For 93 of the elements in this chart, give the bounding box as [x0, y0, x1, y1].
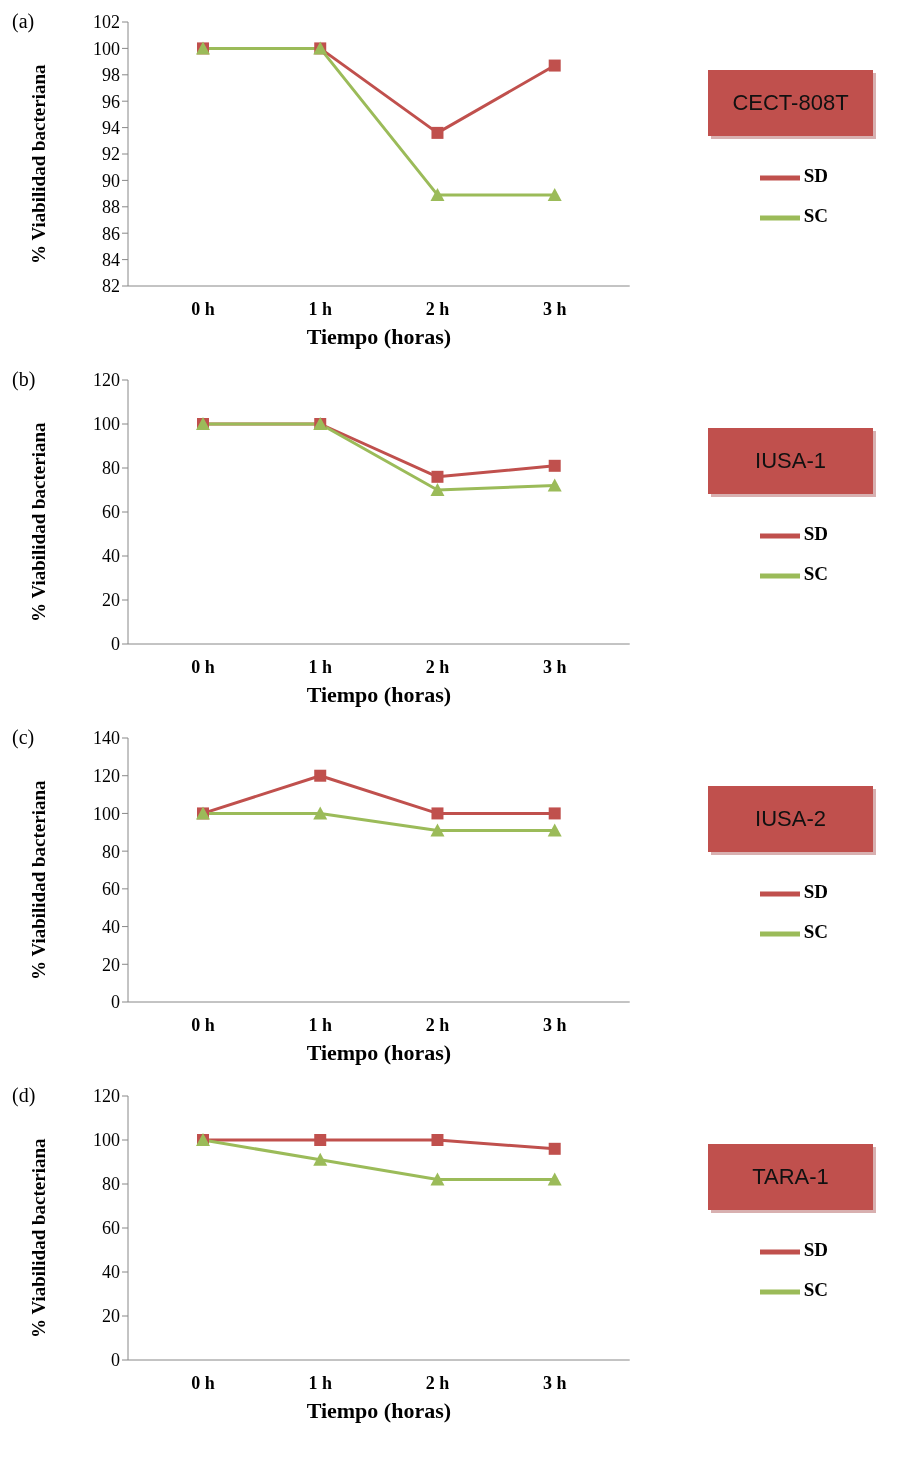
point — [547, 823, 562, 837]
y-tick-label: 100 — [93, 803, 120, 824]
point — [430, 1172, 445, 1186]
y-tick-label: 120 — [93, 1086, 120, 1107]
legend-label: SC — [803, 563, 828, 585]
y-tick-label: 102 — [93, 12, 120, 33]
y-tick-label: 0 — [111, 634, 120, 655]
x-tick-label: 1 h — [308, 656, 332, 677]
legend-label: SD — [803, 165, 828, 187]
y-tick-label: 0 — [111, 992, 120, 1013]
x-axis-title: Tiempo (horas) — [306, 682, 452, 707]
point — [547, 1172, 562, 1186]
legend-label: SC — [803, 1279, 828, 1301]
x-tick-label: 2 h — [425, 656, 450, 677]
legend-label: SD — [803, 523, 828, 545]
y-tick-label: 90 — [102, 170, 120, 191]
y-tick-label: 80 — [102, 841, 120, 862]
y-tick-label: 100 — [93, 1130, 120, 1151]
chart-title: (a) — [12, 10, 35, 33]
x-tick-label: 1 h — [308, 298, 332, 319]
chart-title: (c) — [12, 726, 35, 749]
x-tick-label: 1 h — [308, 1014, 332, 1035]
x-tick-label: 3 h — [542, 1372, 567, 1393]
y-tick-label: 0 — [111, 1350, 120, 1371]
chart-title: (b) — [12, 368, 36, 391]
legend-title: CECT-808T — [708, 70, 873, 136]
y-tick-label: 60 — [102, 1218, 120, 1239]
x-tick-label: 3 h — [542, 656, 567, 677]
x-axis-title: Tiempo (horas) — [306, 1040, 452, 1065]
point — [431, 126, 444, 139]
x-tick-label: 0 h — [191, 298, 215, 319]
legend-label: SD — [803, 1239, 828, 1261]
point — [547, 478, 562, 492]
y-tick-label: 140 — [93, 728, 120, 749]
y-tick-label: 84 — [102, 249, 120, 270]
point — [313, 1152, 328, 1166]
point — [548, 459, 561, 472]
x-tick-label: 3 h — [542, 298, 567, 319]
point — [548, 1142, 561, 1155]
x-tick-label: 0 h — [191, 1372, 215, 1393]
chart-title: (d) — [12, 1084, 36, 1107]
legend-title: TARA-1 — [708, 1144, 873, 1210]
point — [431, 470, 444, 483]
x-tick-label: 0 h — [191, 1014, 215, 1035]
x-axis-title: Tiempo (horas) — [306, 324, 452, 349]
y-tick-label: 96 — [102, 91, 120, 112]
legend-label: SC — [803, 205, 828, 227]
y-tick-label: 98 — [102, 65, 120, 86]
y-tick-label: 80 — [102, 458, 120, 479]
y-tick-label: 20 — [102, 954, 120, 975]
x-tick-label: 2 h — [425, 1372, 450, 1393]
y-tick-label: 80 — [102, 1174, 120, 1195]
legend-title: IUSA-1 — [708, 428, 873, 494]
point — [314, 1134, 327, 1146]
x-tick-label: 2 h — [425, 298, 450, 319]
legend-title: IUSA-2 — [708, 786, 873, 852]
y-axis-title: % Viabilidad bacteriana — [27, 779, 49, 980]
y-tick-label: 120 — [93, 370, 120, 391]
y-tick-label: 40 — [102, 546, 120, 567]
point — [430, 483, 445, 496]
y-axis-title: % Viabilidad bacteriana — [27, 421, 49, 622]
point — [313, 806, 328, 820]
point — [548, 59, 561, 72]
point — [430, 187, 445, 201]
y-tick-label: 100 — [93, 38, 120, 59]
y-tick-label: 88 — [102, 197, 120, 218]
y-tick-label: 120 — [93, 766, 120, 787]
y-tick-label: 20 — [102, 590, 120, 611]
x-tick-label: 2 h — [425, 1014, 450, 1035]
point — [430, 823, 445, 837]
y-tick-label: 82 — [102, 276, 120, 297]
y-tick-label: 94 — [102, 117, 120, 138]
y-axis-title: % Viabilidad bacteriana — [27, 63, 49, 264]
point — [314, 769, 327, 782]
y-tick-label: 20 — [102, 1306, 120, 1327]
x-tick-label: 0 h — [191, 656, 215, 677]
y-tick-label: 60 — [102, 502, 120, 523]
point — [431, 807, 444, 820]
y-tick-label: 100 — [93, 414, 120, 435]
legend-label: SC — [803, 921, 828, 943]
y-tick-label: 40 — [102, 916, 120, 937]
y-tick-label: 60 — [102, 879, 120, 900]
y-tick-label: 86 — [102, 223, 120, 244]
point — [548, 807, 561, 820]
point — [431, 1134, 444, 1146]
x-axis-title: Tiempo (horas) — [306, 1398, 452, 1423]
x-tick-label: 1 h — [308, 1372, 332, 1393]
y-tick-label: 92 — [102, 144, 120, 165]
legend-label: SD — [803, 881, 828, 903]
y-axis-title: % Viabilidad bacteriana — [27, 1137, 49, 1338]
y-tick-label: 40 — [102, 1262, 120, 1283]
point — [547, 187, 562, 201]
x-tick-label: 3 h — [542, 1014, 567, 1035]
